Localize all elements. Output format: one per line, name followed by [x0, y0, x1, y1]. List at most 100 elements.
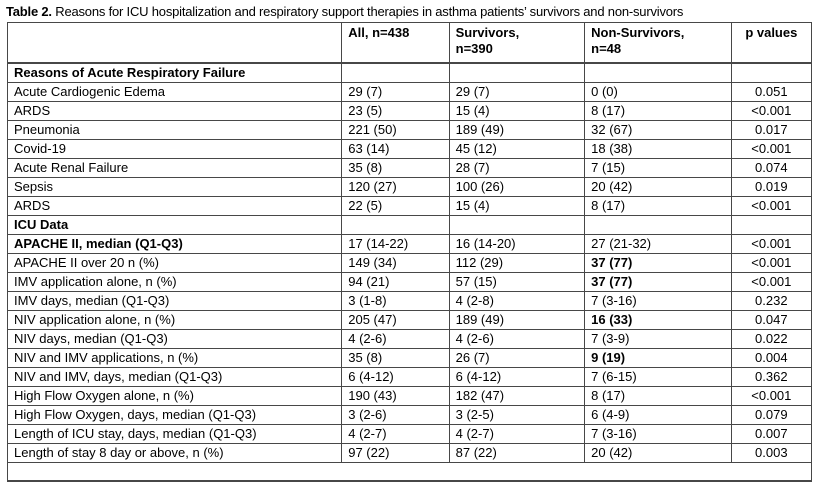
table-row: High Flow Oxygen, days, median (Q1-Q3) 3…: [6, 404, 813, 425]
survivors-value-cell: 189 (49): [448, 119, 586, 140]
row-label-cell: IMV days, median (Q1-Q3): [6, 290, 343, 311]
table-row: ARDS 23 (5) 15 (4) 8 (17) <0.001: [6, 100, 813, 121]
header-cell-label: [6, 22, 343, 64]
nonsurvivors-value-cell: 7 (3-9): [584, 328, 732, 349]
nonsurvivors-value-cell: 7 (3-16): [584, 290, 732, 311]
pvalue-cell: 0.074: [730, 157, 813, 178]
table-footer: [7, 461, 812, 482]
all-value-cell: [341, 62, 450, 83]
nonsurvivors-value-cell: 7 (15): [584, 157, 732, 178]
table-row: ICU Data: [6, 214, 813, 235]
survivors-value-cell: 4 (2-7): [448, 423, 586, 444]
all-value-cell: [341, 214, 450, 235]
all-value-cell: 149 (34): [341, 252, 450, 273]
all-value-cell: 97 (22): [341, 442, 450, 463]
nonsurvivors-value-cell: 8 (17): [584, 385, 732, 406]
table-caption-text: Reasons for ICU hospitalization and resp…: [51, 4, 684, 19]
all-value-cell: 23 (5): [341, 100, 450, 121]
survivors-value-cell: [448, 62, 586, 83]
results-table: All, n=438 Survivors, n=390 Non-Survivor…: [6, 22, 813, 482]
table-caption-number: Table 2.: [6, 4, 52, 19]
all-value-cell: 63 (14): [341, 138, 450, 159]
nonsurvivors-value-cell: 16 (33): [584, 309, 732, 330]
pvalue-cell: 0.051: [730, 81, 813, 102]
row-label-cell: Length of ICU stay, days, median (Q1-Q3): [6, 423, 343, 444]
all-value-cell: 3 (1-8): [341, 290, 450, 311]
table-row: Acute Renal Failure 35 (8) 28 (7) 7 (15)…: [6, 157, 813, 178]
pvalue-cell: 0.017: [730, 119, 813, 140]
row-label-cell: High Flow Oxygen, days, median (Q1-Q3): [6, 404, 343, 425]
pvalue-cell: <0.001: [730, 252, 813, 273]
table-row: IMV days, median (Q1-Q3) 3 (1-8) 4 (2-8)…: [6, 290, 813, 311]
pvalue-cell: <0.001: [730, 138, 813, 159]
nonsurvivors-value-cell: 20 (42): [584, 442, 732, 463]
nonsurvivors-value-cell: 7 (6-15): [584, 366, 732, 387]
table-body: Reasons of Acute Respiratory Failure Acu…: [6, 62, 813, 463]
pvalue-cell: 0.047: [730, 309, 813, 330]
table-row: IMV application alone, n (%) 94 (21) 57 …: [6, 271, 813, 292]
table-row: NIV days, median (Q1-Q3) 4 (2-6) 4 (2-6)…: [6, 328, 813, 349]
header-row: All, n=438 Survivors, n=390 Non-Survivor…: [6, 22, 813, 64]
survivors-value-cell: [448, 214, 586, 235]
survivors-value-cell: 29 (7): [448, 81, 586, 102]
nonsurvivors-value-cell: 20 (42): [584, 176, 732, 197]
table-row: Pneumonia 221 (50) 189 (49) 32 (67) 0.01…: [6, 119, 813, 140]
survivors-value-cell: 189 (49): [448, 309, 586, 330]
table-row: NIV and IMV, days, median (Q1-Q3) 6 (4-1…: [6, 366, 813, 387]
all-value-cell: 120 (27): [341, 176, 450, 197]
all-value-cell: 205 (47): [341, 309, 450, 330]
pvalue-cell: 0.003: [730, 442, 813, 463]
row-label-cell: NIV application alone, n (%): [6, 309, 343, 330]
pvalue-cell: 0.022: [730, 328, 813, 349]
row-label-cell: APACHE II, median (Q1-Q3): [6, 233, 343, 254]
row-label-cell: Length of stay 8 day or above, n (%): [6, 442, 343, 463]
row-label-cell: NIV and IMV, days, median (Q1-Q3): [6, 366, 343, 387]
table-row: Acute Cardiogenic Edema 29 (7) 29 (7) 0 …: [6, 81, 813, 102]
table-row: ARDS 22 (5) 15 (4) 8 (17) <0.001: [6, 195, 813, 216]
nonsurvivors-value-cell: 7 (3-16): [584, 423, 732, 444]
all-value-cell: 17 (14-22): [341, 233, 450, 254]
table-row: Length of ICU stay, days, median (Q1-Q3)…: [6, 423, 813, 444]
header-cell-pvalues: p values: [730, 22, 813, 64]
row-label-cell: NIV and IMV applications, n (%): [6, 347, 343, 368]
pvalue-cell: 0.004: [730, 347, 813, 368]
all-value-cell: 35 (8): [341, 157, 450, 178]
nonsurvivors-value-cell: 8 (17): [584, 195, 732, 216]
survivors-value-cell: 182 (47): [448, 385, 586, 406]
row-label-cell: ICU Data: [6, 214, 343, 235]
row-label-cell: Acute Renal Failure: [6, 157, 343, 178]
pvalue-cell: <0.001: [730, 233, 813, 254]
nonsurvivors-value-cell: 0 (0): [584, 81, 732, 102]
empty-footer-cell: [7, 461, 812, 482]
header-cell-nonsurvivors: Non-Survivors, n=48: [584, 22, 732, 64]
header-cell-all: All, n=438: [341, 22, 450, 64]
nonsurvivors-value-cell: 37 (77): [584, 252, 732, 273]
row-label-cell: ARDS: [6, 100, 343, 121]
pvalue-cell: 0.019: [730, 176, 813, 197]
row-label-cell: Acute Cardiogenic Edema: [6, 81, 343, 102]
all-value-cell: 94 (21): [341, 271, 450, 292]
survivors-value-cell: 4 (2-8): [448, 290, 586, 311]
table-row: APACHE II, median (Q1-Q3) 17 (14-22) 16 …: [6, 233, 813, 254]
table-row: Sepsis 120 (27) 100 (26) 20 (42) 0.019: [6, 176, 813, 197]
row-label-cell: Sepsis: [6, 176, 343, 197]
all-value-cell: 190 (43): [341, 385, 450, 406]
all-value-cell: 4 (2-7): [341, 423, 450, 444]
pvalue-cell: 0.007: [730, 423, 813, 444]
table-row: Reasons of Acute Respiratory Failure: [6, 62, 813, 83]
survivors-value-cell: 3 (2-5): [448, 404, 586, 425]
survivors-value-cell: 28 (7): [448, 157, 586, 178]
row-label-cell: High Flow Oxygen alone, n (%): [6, 385, 343, 406]
survivors-value-cell: 15 (4): [448, 195, 586, 216]
pvalue-cell: <0.001: [730, 385, 813, 406]
pvalue-cell: 0.232: [730, 290, 813, 311]
row-label-cell: Pneumonia: [6, 119, 343, 140]
row-label-cell: IMV application alone, n (%): [6, 271, 343, 292]
table-caption: Table 2. Reasons for ICU hospitalization…: [6, 3, 812, 20]
all-value-cell: 221 (50): [341, 119, 450, 140]
table-header: All, n=438 Survivors, n=390 Non-Survivor…: [6, 22, 813, 64]
pvalue-cell: <0.001: [730, 271, 813, 292]
table-row: Covid-19 63 (14) 45 (12) 18 (38) <0.001: [6, 138, 813, 159]
survivors-value-cell: 45 (12): [448, 138, 586, 159]
